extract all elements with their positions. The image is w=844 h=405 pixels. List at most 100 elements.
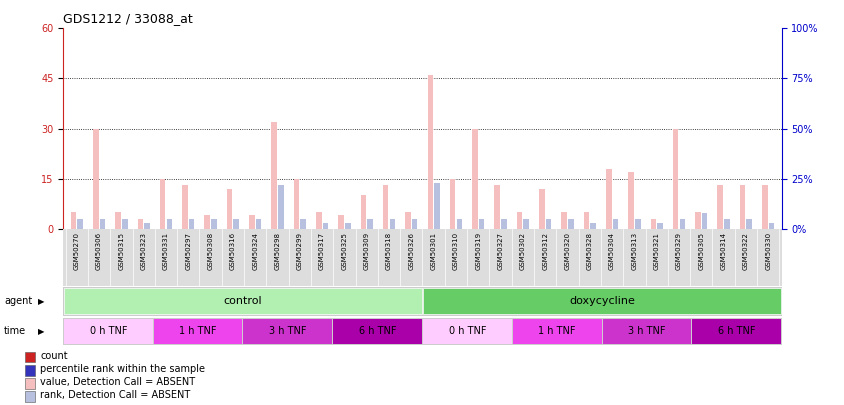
Text: doxycycline: doxycycline <box>569 296 634 306</box>
Bar <box>612 219 618 229</box>
Text: 0 h TNF: 0 h TNF <box>448 326 485 336</box>
Text: GSM50305: GSM50305 <box>697 232 704 270</box>
Bar <box>204 215 210 229</box>
Text: GSM50306: GSM50306 <box>96 232 102 270</box>
Text: GSM50310: GSM50310 <box>452 232 458 270</box>
Bar <box>479 219 484 229</box>
Bar <box>567 219 573 229</box>
Bar <box>25 352 35 362</box>
Text: 3 h TNF: 3 h TNF <box>268 326 306 336</box>
Text: GSM50323: GSM50323 <box>140 232 147 270</box>
Bar <box>271 122 277 229</box>
Text: GSM50308: GSM50308 <box>208 232 214 270</box>
Bar <box>278 185 284 229</box>
Text: GSM50304: GSM50304 <box>609 232 614 270</box>
Bar <box>211 219 216 229</box>
Bar <box>166 219 172 229</box>
Bar <box>93 129 99 229</box>
Bar <box>427 75 433 229</box>
Bar <box>628 172 633 229</box>
Text: GSM50325: GSM50325 <box>341 232 347 270</box>
Text: time: time <box>4 326 26 336</box>
Bar <box>494 185 500 229</box>
Bar <box>25 391 35 402</box>
Text: 1 h TNF: 1 h TNF <box>179 326 217 336</box>
Text: GSM50302: GSM50302 <box>519 232 525 270</box>
Bar <box>338 215 344 229</box>
Bar <box>650 219 656 229</box>
Bar <box>154 319 242 344</box>
Bar <box>739 185 744 229</box>
Bar <box>294 179 299 229</box>
Bar <box>138 219 143 229</box>
Text: GSM50324: GSM50324 <box>252 232 258 270</box>
Bar <box>115 212 121 229</box>
Bar <box>243 319 332 344</box>
Text: GSM50326: GSM50326 <box>408 232 414 270</box>
Text: 6 h TNF: 6 h TNF <box>359 326 396 336</box>
Text: 3 h TNF: 3 h TNF <box>627 326 665 336</box>
Bar <box>449 179 455 229</box>
Bar <box>723 219 729 229</box>
Text: control: control <box>224 296 262 306</box>
Bar <box>256 219 261 229</box>
Bar <box>717 185 722 229</box>
Bar <box>423 288 780 314</box>
Bar <box>316 212 322 229</box>
Text: 1 h TNF: 1 h TNF <box>538 326 576 336</box>
Text: GSM50317: GSM50317 <box>319 232 325 270</box>
Text: 0 h TNF: 0 h TNF <box>89 326 127 336</box>
Text: GSM50328: GSM50328 <box>586 232 592 270</box>
Bar <box>322 223 327 229</box>
Text: GSM50322: GSM50322 <box>742 232 748 270</box>
Bar <box>360 196 365 229</box>
Bar <box>768 223 773 229</box>
Text: GSM50319: GSM50319 <box>474 232 481 270</box>
Text: GSM50297: GSM50297 <box>185 232 191 270</box>
Bar <box>423 319 511 344</box>
Bar <box>701 213 706 229</box>
Bar <box>64 319 153 344</box>
Bar <box>545 219 550 229</box>
Bar <box>233 219 239 229</box>
Bar <box>122 219 127 229</box>
Bar <box>367 219 372 229</box>
Bar <box>25 365 35 375</box>
Text: GSM50316: GSM50316 <box>230 232 235 270</box>
Bar <box>560 212 566 229</box>
Bar <box>657 223 662 229</box>
Text: GSM50331: GSM50331 <box>163 232 169 270</box>
Bar <box>300 219 306 229</box>
Text: GSM50309: GSM50309 <box>363 232 370 270</box>
Bar <box>144 223 149 229</box>
Bar <box>605 168 611 229</box>
Bar <box>188 219 194 229</box>
Text: GDS1212 / 33088_at: GDS1212 / 33088_at <box>63 12 193 25</box>
Text: 6 h TNF: 6 h TNF <box>717 326 755 336</box>
Text: GSM50329: GSM50329 <box>675 232 681 270</box>
Bar <box>456 219 462 229</box>
Text: GSM50321: GSM50321 <box>653 232 659 270</box>
Text: percentile rank within the sample: percentile rank within the sample <box>40 364 205 374</box>
Text: ▶: ▶ <box>38 297 45 306</box>
Text: GSM50301: GSM50301 <box>430 232 436 270</box>
Bar <box>100 219 105 229</box>
Bar <box>695 212 700 229</box>
Text: rank, Detection Call = ABSENT: rank, Detection Call = ABSENT <box>40 390 190 400</box>
Bar <box>249 215 254 229</box>
Bar <box>745 219 751 229</box>
Bar <box>583 212 588 229</box>
Bar <box>679 219 684 229</box>
Text: GSM50298: GSM50298 <box>274 232 280 270</box>
Bar <box>434 183 439 229</box>
Bar <box>761 185 767 229</box>
Bar <box>411 219 417 229</box>
Text: GSM50313: GSM50313 <box>630 232 636 270</box>
Bar <box>538 189 544 229</box>
Text: agent: agent <box>4 296 32 306</box>
Text: ▶: ▶ <box>38 327 45 336</box>
Bar <box>382 185 388 229</box>
Text: GSM50270: GSM50270 <box>73 232 79 270</box>
Bar <box>517 212 522 229</box>
Text: GSM50315: GSM50315 <box>118 232 124 270</box>
